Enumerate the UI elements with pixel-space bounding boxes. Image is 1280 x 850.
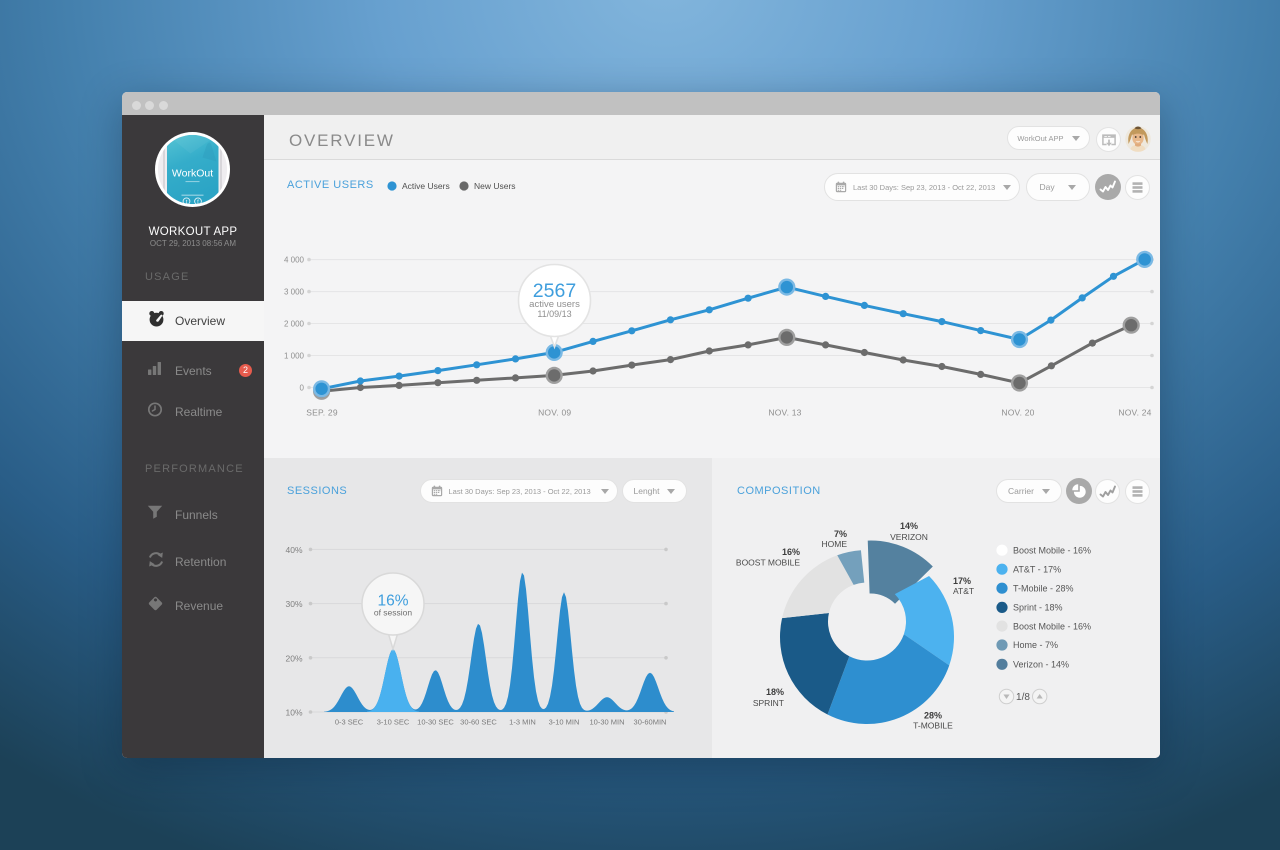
- svg-text:Sprint - 18%: Sprint - 18%: [1013, 603, 1063, 613]
- svg-text:4 000: 4 000: [284, 256, 305, 265]
- svg-text:AT&T - 17%: AT&T - 17%: [1013, 564, 1061, 574]
- svg-text:3 000: 3 000: [284, 288, 305, 297]
- svg-text:2 000: 2 000: [284, 320, 305, 329]
- svg-text:T-Mobile - 28%: T-Mobile - 28%: [1013, 583, 1074, 593]
- svg-text:active users: active users: [529, 299, 580, 310]
- svg-text:f: f: [197, 199, 199, 205]
- svg-text:NOV. 20: NOV. 20: [1001, 408, 1034, 418]
- svg-text:AT&T: AT&T: [953, 586, 974, 596]
- svg-text:10%: 10%: [285, 708, 302, 718]
- svg-text:14%: 14%: [900, 521, 918, 531]
- svg-text:1 000: 1 000: [284, 352, 305, 361]
- svg-text:17%: 17%: [953, 576, 971, 586]
- svg-text:30%: 30%: [285, 599, 302, 609]
- svg-text:SPRINT: SPRINT: [753, 698, 784, 708]
- svg-text:Boost Mobile - 16%: Boost Mobile - 16%: [1013, 621, 1091, 631]
- svg-text:Verizon - 14%: Verizon - 14%: [1013, 660, 1069, 670]
- svg-text:1/8: 1/8: [1016, 692, 1030, 703]
- svg-text:t: t: [186, 199, 188, 205]
- svg-text:7%: 7%: [834, 529, 847, 539]
- svg-text:2567: 2567: [533, 280, 576, 302]
- svg-text:HOME: HOME: [822, 539, 848, 549]
- svg-text:BOOST MOBILE: BOOST MOBILE: [736, 558, 800, 568]
- svg-text:0: 0: [300, 384, 305, 393]
- svg-text:28%: 28%: [924, 711, 942, 721]
- svg-text:1-3 MIN: 1-3 MIN: [509, 718, 536, 727]
- svg-text:3-10 SEC: 3-10 SEC: [377, 718, 410, 727]
- svg-text:30-60 SEC: 30-60 SEC: [460, 718, 497, 727]
- svg-text:VERIZON: VERIZON: [890, 532, 928, 542]
- svg-text:NOV. 09: NOV. 09: [538, 408, 571, 418]
- svg-text:16%: 16%: [377, 593, 408, 610]
- svg-text:T-MOBILE: T-MOBILE: [913, 721, 953, 731]
- svg-text:NOV. 13: NOV. 13: [768, 408, 801, 418]
- svg-text:WorkOut: WorkOut: [172, 167, 213, 179]
- svg-text:10-30 MIN: 10-30 MIN: [589, 718, 624, 727]
- svg-text:0-3 SEC: 0-3 SEC: [335, 718, 364, 727]
- svg-text:40%: 40%: [285, 545, 302, 555]
- svg-text:NOV. 24: NOV. 24: [1118, 408, 1151, 418]
- svg-text:18%: 18%: [766, 687, 784, 697]
- svg-text:11/09/13: 11/09/13: [537, 309, 571, 319]
- svg-text:20%: 20%: [285, 653, 302, 663]
- svg-text:of session: of session: [374, 608, 413, 618]
- svg-text:Home - 7%: Home - 7%: [1013, 640, 1058, 650]
- svg-text:10-30 SEC: 10-30 SEC: [417, 718, 454, 727]
- svg-text:30-60MIN: 30-60MIN: [634, 718, 667, 727]
- svg-text:16%: 16%: [782, 547, 800, 557]
- svg-text:Boost Mobile - 16%: Boost Mobile - 16%: [1013, 545, 1091, 555]
- svg-text:SEP. 29: SEP. 29: [306, 408, 338, 418]
- svg-text:3-10 MIN: 3-10 MIN: [549, 718, 580, 727]
